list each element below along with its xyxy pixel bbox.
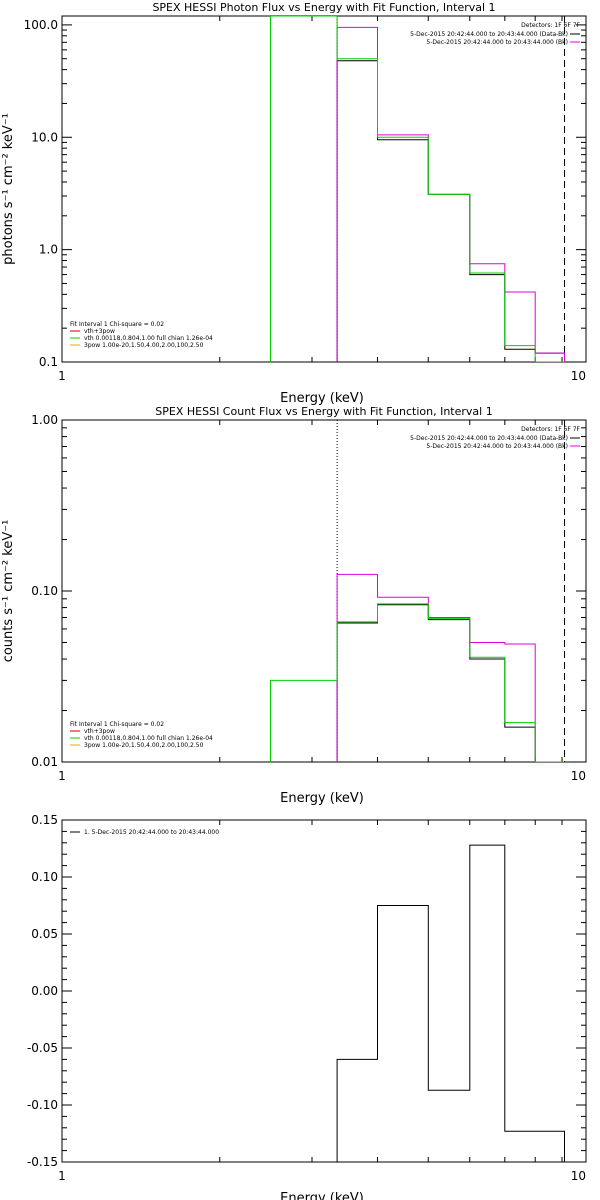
legend-entry-label: 5-Dec-2015 20:42:44.000 to 20:43:44.000 … bbox=[410, 435, 568, 442]
chart-panel-1: SPEX HESSI Photon Flux vs Energy with Fi… bbox=[1, 1, 587, 406]
series-step-3 bbox=[270, 16, 565, 362]
legend-fit: Fit Interval 1 Chi-square = 0.02vth+3pow… bbox=[70, 321, 213, 349]
legend-entry-label: 3pow 1.00e-20,1.50,4.00,2.00,100,2.50 bbox=[84, 742, 204, 749]
y-tick-label: 0.15 bbox=[31, 813, 58, 827]
legend-header: Fit Interval 1 Chi-square = 0.02 bbox=[70, 321, 164, 328]
x-tick-label: 10 bbox=[571, 369, 586, 383]
y-tick-label: -0.05 bbox=[27, 1041, 58, 1055]
plot-area bbox=[270, 16, 566, 362]
y-tick-label: 0.01 bbox=[31, 755, 58, 769]
legend-entry-label: 5-Dec-2015 20:42:44.000 to 20:43:44.000 … bbox=[426, 443, 568, 450]
y-tick-label: 0.10 bbox=[31, 584, 58, 598]
y-tick-label: 0.05 bbox=[31, 927, 58, 941]
legend-entry-label: vth 0.00118,0.804,1.00 full chian 1.26e-… bbox=[84, 735, 213, 742]
plot-frame bbox=[61, 819, 587, 1163]
series-step-3 bbox=[270, 603, 565, 762]
legend-entry-label: 1. 5-Dec-2015 20:42:44.000 to 20:43:44.0… bbox=[84, 829, 219, 836]
legend-entry-label: vth 0.00118,0.804,1.00 full chian 1.26e-… bbox=[84, 335, 213, 342]
legend-entry-label: 5-Dec-2015 20:42:44.000 to 20:43:44.000 … bbox=[410, 31, 568, 38]
plot-frame bbox=[61, 419, 587, 763]
y-axis-label: photons s⁻¹ cm⁻² keV⁻¹ bbox=[1, 113, 16, 265]
legend-fit: 1. 5-Dec-2015 20:42:44.000 to 20:43:44.0… bbox=[70, 829, 219, 836]
legend-header: Detectors: 1F 6F 7F bbox=[521, 22, 580, 29]
y-tick-label: -0.10 bbox=[27, 1098, 58, 1112]
plot-frame bbox=[61, 15, 587, 363]
chart-panel-3: 1 10 -0.15 -0.10 -0.05 0.00 0.05 0.10 0.15 Energy… bbox=[27, 813, 587, 1200]
legend-entry-label: 5-Dec-2015 20:42:44.000 to 20:43:44.000 … bbox=[426, 39, 568, 46]
x-axis-label: Energy (keV) bbox=[280, 791, 364, 806]
x-axis-label: Energy (keV) bbox=[280, 391, 364, 406]
y-tick-label: -0.15 bbox=[27, 1155, 58, 1169]
legend-fit: Fit Interval 1 Chi-square = 0.02vth+3pow… bbox=[70, 721, 213, 749]
x-tick-label: 10 bbox=[571, 769, 586, 783]
legend-detectors: Detectors: 1F 6F 7F 5-Dec-2015 20:42:44.0… bbox=[410, 22, 580, 46]
y-tick-label: 0.00 bbox=[31, 984, 58, 998]
x-tick-label: 1 bbox=[58, 1169, 66, 1183]
chart-title: SPEX HESSI Count Flux vs Energy with Fit… bbox=[155, 405, 492, 418]
chart-panel-2: SPEX HESSI Count Flux vs Energy with Fit… bbox=[1, 405, 587, 806]
plot-area bbox=[270, 420, 566, 762]
x-tick-label: 1 bbox=[58, 769, 66, 783]
x-axis-label: Energy (keV) bbox=[280, 1191, 364, 1200]
series-step-2 bbox=[336, 573, 565, 762]
legend-detectors: Detectors: 1F 6F 7F 5-Dec-2015 20:42:44.0… bbox=[410, 426, 580, 450]
y-tick-label: 0.10 bbox=[31, 870, 58, 884]
y-tick-label: 10.0 bbox=[31, 130, 58, 144]
chart-title: SPEX HESSI Photon Flux vs Energy with Fi… bbox=[152, 1, 495, 14]
x-tick-label: 10 bbox=[571, 1169, 586, 1183]
y-axis-label: counts s⁻¹ cm⁻² keV⁻¹ bbox=[1, 520, 16, 663]
y-tick-label: 0.1 bbox=[39, 355, 58, 369]
series-step-1 bbox=[336, 844, 565, 1162]
legend-header: Fit Interval 1 Chi-square = 0.02 bbox=[70, 721, 164, 728]
x-tick-label: 1 bbox=[58, 369, 66, 383]
legend-entry-label: vth+3pow bbox=[84, 328, 115, 335]
series-step-1 bbox=[336, 60, 565, 362]
legend-header: Detectors: 1F 6F 7F bbox=[521, 426, 580, 433]
series-step-1 bbox=[336, 604, 565, 762]
legend-entry-label: vth+3pow bbox=[84, 728, 115, 735]
y-tick-label: 100.0 bbox=[24, 18, 58, 32]
legend-entry-label: 3pow 1.00e-20,1.50,4.00,2.00,100,2.50 bbox=[84, 342, 204, 349]
plot-area bbox=[336, 844, 565, 1162]
y-tick-label: 1.00 bbox=[31, 413, 58, 427]
y-tick-label: 1.0 bbox=[39, 243, 58, 257]
